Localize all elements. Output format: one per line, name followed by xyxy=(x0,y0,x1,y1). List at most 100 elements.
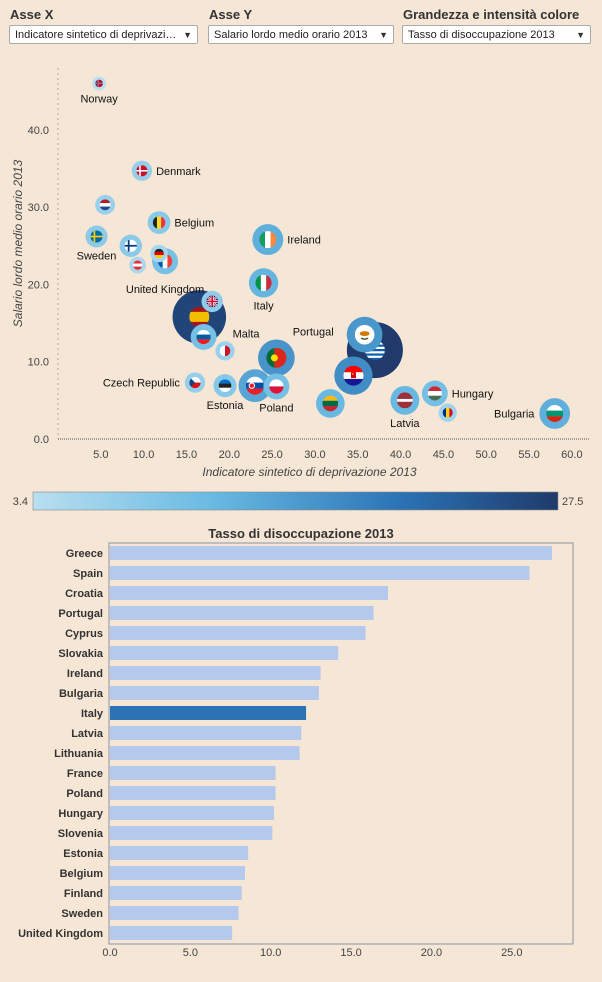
point-label: Bulgaria xyxy=(494,408,535,420)
x-axis-select[interactable]: Indicatore sintetico di deprivazione 201… xyxy=(9,25,198,44)
bulgaria-flag-icon xyxy=(546,405,564,422)
bar-category-label: Italy xyxy=(81,708,104,720)
bar-category-label: Poland xyxy=(66,788,103,800)
color-scale-max-label: 27.5 xyxy=(562,496,583,508)
bar[interactable] xyxy=(110,546,552,560)
bar[interactable] xyxy=(110,906,239,920)
ireland-flag-icon xyxy=(259,231,277,249)
color-scale-bar xyxy=(32,491,559,511)
scatter-point[interactable] xyxy=(334,356,373,395)
czech-flag-icon xyxy=(189,377,201,389)
x-tick-label: 60.0 xyxy=(561,449,582,461)
hungary-flag-icon xyxy=(427,386,442,401)
y-axis-control-label: Asse Y xyxy=(209,7,253,22)
scatter-point[interactable] xyxy=(215,341,235,361)
scatter-point[interactable] xyxy=(258,339,295,377)
bar-category-label: Estonia xyxy=(63,848,104,860)
bar[interactable] xyxy=(110,746,300,760)
scatter-point[interactable] xyxy=(201,290,223,313)
size-color-select[interactable]: Tasso di disoccupazione 2013 ▼ xyxy=(402,25,591,44)
scatter-point[interactable] xyxy=(95,194,115,215)
bar-category-label: Spain xyxy=(73,568,103,580)
bar-category-label: Finland xyxy=(64,888,103,900)
bar-x-tick-label: 20.0 xyxy=(421,947,442,959)
malta-flag-icon xyxy=(219,345,231,357)
bar[interactable] xyxy=(110,626,366,640)
scatter-point[interactable] xyxy=(539,398,571,429)
bar[interactable] xyxy=(110,666,321,680)
scatter-point[interactable] xyxy=(248,268,279,298)
size-color-control-label: Grandezza e intensità colore xyxy=(403,7,580,22)
bar-category-label: Sweden xyxy=(61,908,103,920)
point-label: Sweden xyxy=(77,251,117,263)
scatter-point[interactable] xyxy=(346,316,383,353)
bar[interactable] xyxy=(110,686,319,700)
bar-chart-title: Tasso di disoccupazione 2013 xyxy=(208,526,393,541)
x-tick-label: 55.0 xyxy=(518,449,539,461)
bar[interactable] xyxy=(110,566,530,580)
bar[interactable] xyxy=(110,646,339,660)
bar-category-label: Greece xyxy=(66,548,103,560)
bar[interactable] xyxy=(110,606,374,620)
bar-category-label: United Kingdom xyxy=(18,928,103,940)
chevron-down-icon: ▼ xyxy=(183,30,192,40)
scatter-point[interactable] xyxy=(92,76,107,91)
bar-plot-frame xyxy=(108,542,574,945)
point-label: United Kingdom xyxy=(126,284,204,296)
x-tick-label: 20.0 xyxy=(219,449,240,461)
bar[interactable] xyxy=(110,826,273,840)
bar-category-label: Croatia xyxy=(65,588,104,600)
y-tick-label: 0.0 xyxy=(34,434,49,446)
denmark-flag-icon xyxy=(136,165,148,177)
x-tick-label: 40.0 xyxy=(390,449,411,461)
scatter-point[interactable] xyxy=(147,211,171,234)
cyprus-flag-icon xyxy=(354,324,375,345)
point-label: Norway xyxy=(80,93,118,105)
scatter-point[interactable] xyxy=(263,373,290,400)
bar[interactable] xyxy=(110,926,233,940)
bar[interactable] xyxy=(110,706,307,720)
bar-x-tick-label: 0.0 xyxy=(102,947,117,959)
point-label: Ireland xyxy=(287,235,321,247)
bar[interactable] xyxy=(110,766,276,780)
italy-flag-icon xyxy=(255,274,272,291)
bar[interactable] xyxy=(110,886,242,900)
bar-category-label: Portugal xyxy=(58,608,103,620)
x-tick-label: 15.0 xyxy=(176,449,197,461)
lithuania-flag-icon xyxy=(322,395,339,412)
scatter-point[interactable] xyxy=(421,380,448,407)
finland-flag-icon xyxy=(124,239,137,252)
scatter-point[interactable] xyxy=(252,224,284,256)
scatter-point[interactable] xyxy=(238,369,272,403)
scatter-point[interactable] xyxy=(438,403,457,422)
scatter-point[interactable] xyxy=(119,234,142,257)
y-tick-label: 20.0 xyxy=(28,279,49,291)
scatter-point[interactable] xyxy=(184,372,206,393)
color-scale-min-label: 3.4 xyxy=(13,496,28,508)
scatter-point[interactable] xyxy=(150,244,168,263)
poland-flag-icon xyxy=(269,379,284,394)
scatter-point[interactable] xyxy=(85,225,108,248)
scatter-point[interactable] xyxy=(129,256,147,274)
bar[interactable] xyxy=(110,786,276,800)
scatter-point[interactable] xyxy=(131,160,153,181)
scatter-point[interactable] xyxy=(213,374,237,398)
scatter-point[interactable] xyxy=(390,385,420,415)
bar[interactable] xyxy=(110,726,302,740)
x-tick-label: 5.0 xyxy=(93,449,108,461)
scatter-point[interactable] xyxy=(190,324,217,350)
germany-flag-icon xyxy=(154,248,164,259)
bar[interactable] xyxy=(110,846,249,860)
bar[interactable] xyxy=(110,806,274,820)
bar-category-label: Latvia xyxy=(71,728,104,740)
bar[interactable] xyxy=(110,866,245,880)
norway-flag-icon xyxy=(95,79,103,88)
point-label: Czech Republic xyxy=(103,378,181,390)
y-axis-select[interactable]: Salario lordo medio orario 2013 ▼ xyxy=(208,25,394,44)
scatter-point[interactable] xyxy=(316,389,345,418)
sweden-flag-icon xyxy=(90,230,103,243)
y-tick-label: 40.0 xyxy=(28,125,49,137)
point-label: Belgium xyxy=(174,218,214,230)
bar[interactable] xyxy=(110,586,389,600)
